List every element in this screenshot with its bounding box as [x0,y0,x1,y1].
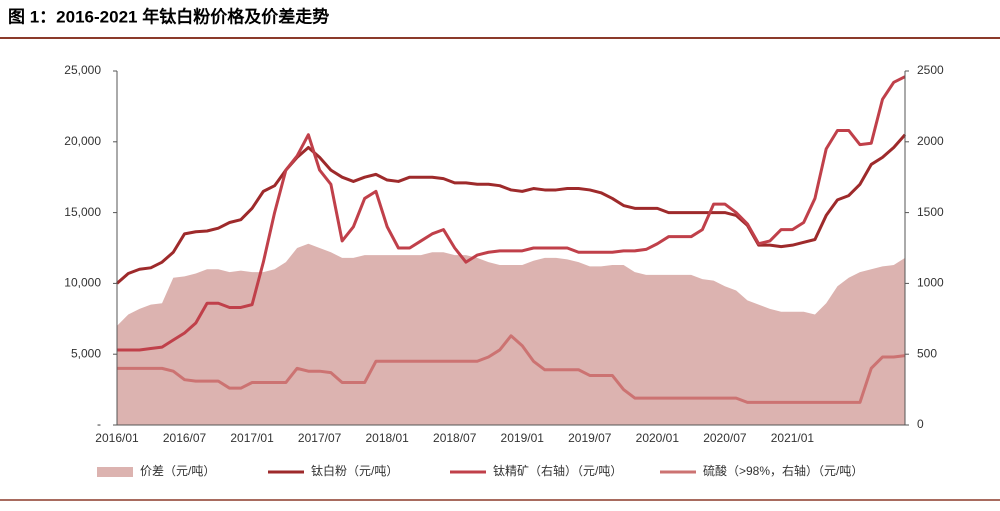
y-tick-label: 25,000 [64,63,101,77]
x-tick-label: 2016/07 [163,431,207,445]
y-tick-label: - [97,417,101,431]
line [117,334,906,404]
x-tick-label: 2020/07 [703,431,747,445]
legend-swatch [97,467,133,477]
x-tick-label: 2020/01 [636,431,680,445]
x-tick-label: 2018/07 [433,431,477,445]
y2-tick-label: 500 [917,346,937,360]
legend-label: 钛精矿（右轴）（元/吨） [493,463,622,478]
y2-tick-label: 0 [917,417,924,431]
y2-tick-label: 1500 [917,205,944,219]
x-tick-label: 2021/01 [771,431,815,445]
legend-label: 钛白粉（元/吨） [311,463,398,478]
legend-label: 硫酸（>98%，右轴）（元/吨） [703,463,863,478]
line [116,133,907,285]
y2-tick-label: 1000 [917,276,944,290]
y-tick-label: 5,000 [71,346,101,360]
x-tick-label: 2018/01 [365,431,409,445]
y2-tick-label: 2000 [917,134,944,148]
line [117,75,906,352]
axes [116,71,906,426]
x-tick-label: 2019/07 [568,431,612,445]
plot [116,75,907,425]
y-tick-label: 15,000 [64,205,101,219]
x-tick-label: 2017/07 [298,431,342,445]
x-tick-label: 2016/01 [95,431,139,445]
chart-title: 图 1：2016-2021 年钛白粉价格及价差走势 [8,6,329,26]
y-tick-label: 10,000 [64,276,101,290]
x-tick-label: 2017/01 [230,431,274,445]
x-tick-label: 2019/01 [501,431,545,445]
legend-label: 价差（元/吨） [140,464,215,478]
y-tick-label: 20,000 [64,134,101,148]
y2-tick-label: 2500 [917,63,944,77]
